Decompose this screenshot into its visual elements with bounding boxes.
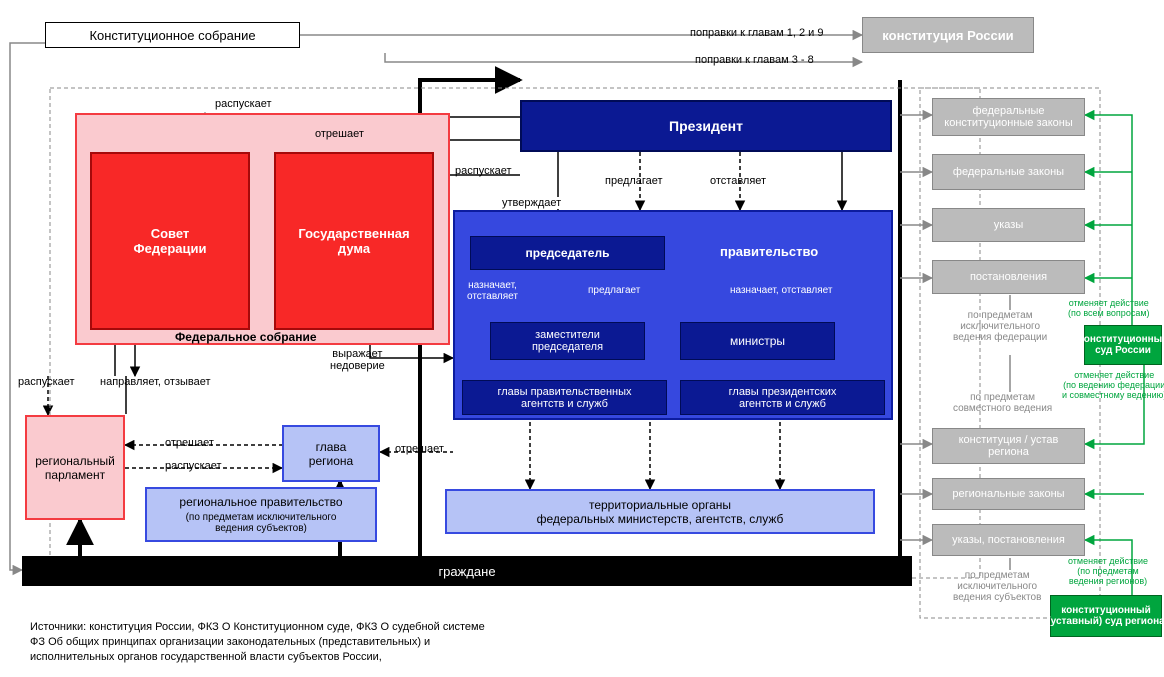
- node-pres-agencies: главы президентских агентств и служб: [680, 380, 885, 415]
- edge-propose1: предлагает: [605, 175, 663, 187]
- edge-dismiss1: отрешает: [315, 128, 364, 140]
- edge-dismiss2: отставляет: [710, 175, 766, 187]
- node-chairman: председатель: [470, 236, 665, 270]
- sources-line2: ФЗ Об общих принципах организации законо…: [30, 635, 485, 650]
- node-const-court: Конституционный суд России: [1084, 325, 1162, 365]
- edge-approve: утверждает: [502, 197, 561, 209]
- node-territorial: территориальные органы федеральных минис…: [445, 489, 875, 534]
- edge-appoint1: назначает, отставляет: [467, 280, 518, 302]
- edge-dissolve1: распускает: [215, 98, 272, 110]
- node-const-assembly: Конституционное собрание: [45, 22, 300, 48]
- node-region-court: конституционный (уставный) суд региона: [1050, 595, 1162, 637]
- node-fed-laws: федеральные законы: [932, 154, 1085, 190]
- label-fed-assembly: Федеральное собрание: [175, 330, 317, 344]
- label-cancel-region: отменяет действие (по предметам ведения …: [1068, 556, 1148, 586]
- label-cancel-all: отменяет действие (по всем вопросам): [1068, 298, 1150, 318]
- node-gov-agencies: главы правительственных агентств и служб: [462, 380, 667, 415]
- sources-line3: исполнительных органов государственной в…: [30, 650, 485, 665]
- node-region-charter: конституция / устав региона: [932, 428, 1085, 464]
- label-cancel-fed: отменяет действие (по ведению федерации …: [1062, 370, 1164, 400]
- edge-amend129: поправки к главам 1, 2 и 9: [690, 27, 823, 39]
- node-regional-parliament: региональный парламент: [25, 415, 125, 520]
- edge-dissolve4: распускает: [165, 460, 222, 472]
- node-regional-gov: региональное правительство (по предметам…: [145, 487, 377, 542]
- label-shared-jurisdiction: по предметам совместного ведения: [953, 392, 1052, 414]
- node-constitution: конституция России: [862, 17, 1034, 53]
- node-duma: Государственная дума: [274, 152, 434, 330]
- label-fed-jurisdiction: по предметам исключительного ведения фед…: [953, 310, 1047, 343]
- sources-line1: Источники: конституция России, ФКЗ О Кон…: [30, 620, 485, 635]
- edge-propose2: предлагает: [588, 285, 640, 296]
- node-fed-const-laws: федеральные конституционные законы: [932, 98, 1085, 136]
- edge-dismiss4: отрешает: [395, 443, 444, 455]
- node-citizens: граждане: [22, 556, 912, 586]
- edge-dissolve2: распускает: [455, 165, 512, 177]
- node-fed-council: Совет Федерации: [90, 152, 250, 330]
- regional-gov-title: региональное правительство: [179, 495, 342, 509]
- node-resolutions: постановления: [932, 260, 1085, 294]
- node-region-head: глава региона: [282, 425, 380, 482]
- node-vice-chairmen: заместители председателя: [490, 322, 645, 360]
- node-region-decrees: указы, постановления: [932, 524, 1085, 556]
- node-ministers: министры: [680, 322, 835, 360]
- edge-dissolve3: распускает: [18, 376, 75, 388]
- edge-noconf: выражает недоверие: [330, 348, 385, 372]
- edge-amend38: поправки к главам 3 - 8: [695, 54, 814, 66]
- edge-appoint2: назначает, отставляет: [730, 285, 832, 296]
- sources: Источники: конституция России, ФКЗ О Кон…: [30, 620, 485, 665]
- regional-gov-sub: (по предметам исключительного ведения су…: [186, 512, 337, 534]
- node-president: Президент: [520, 100, 892, 152]
- edge-dismiss3: отрешает: [165, 437, 214, 449]
- edge-direct: направляет, отзывает: [100, 376, 211, 388]
- label-region-jurisdiction: по предметам исключительного ведения суб…: [953, 570, 1041, 603]
- node-decrees: указы: [932, 208, 1085, 242]
- node-region-laws: региональные законы: [932, 478, 1085, 510]
- label-government: правительство: [720, 244, 818, 259]
